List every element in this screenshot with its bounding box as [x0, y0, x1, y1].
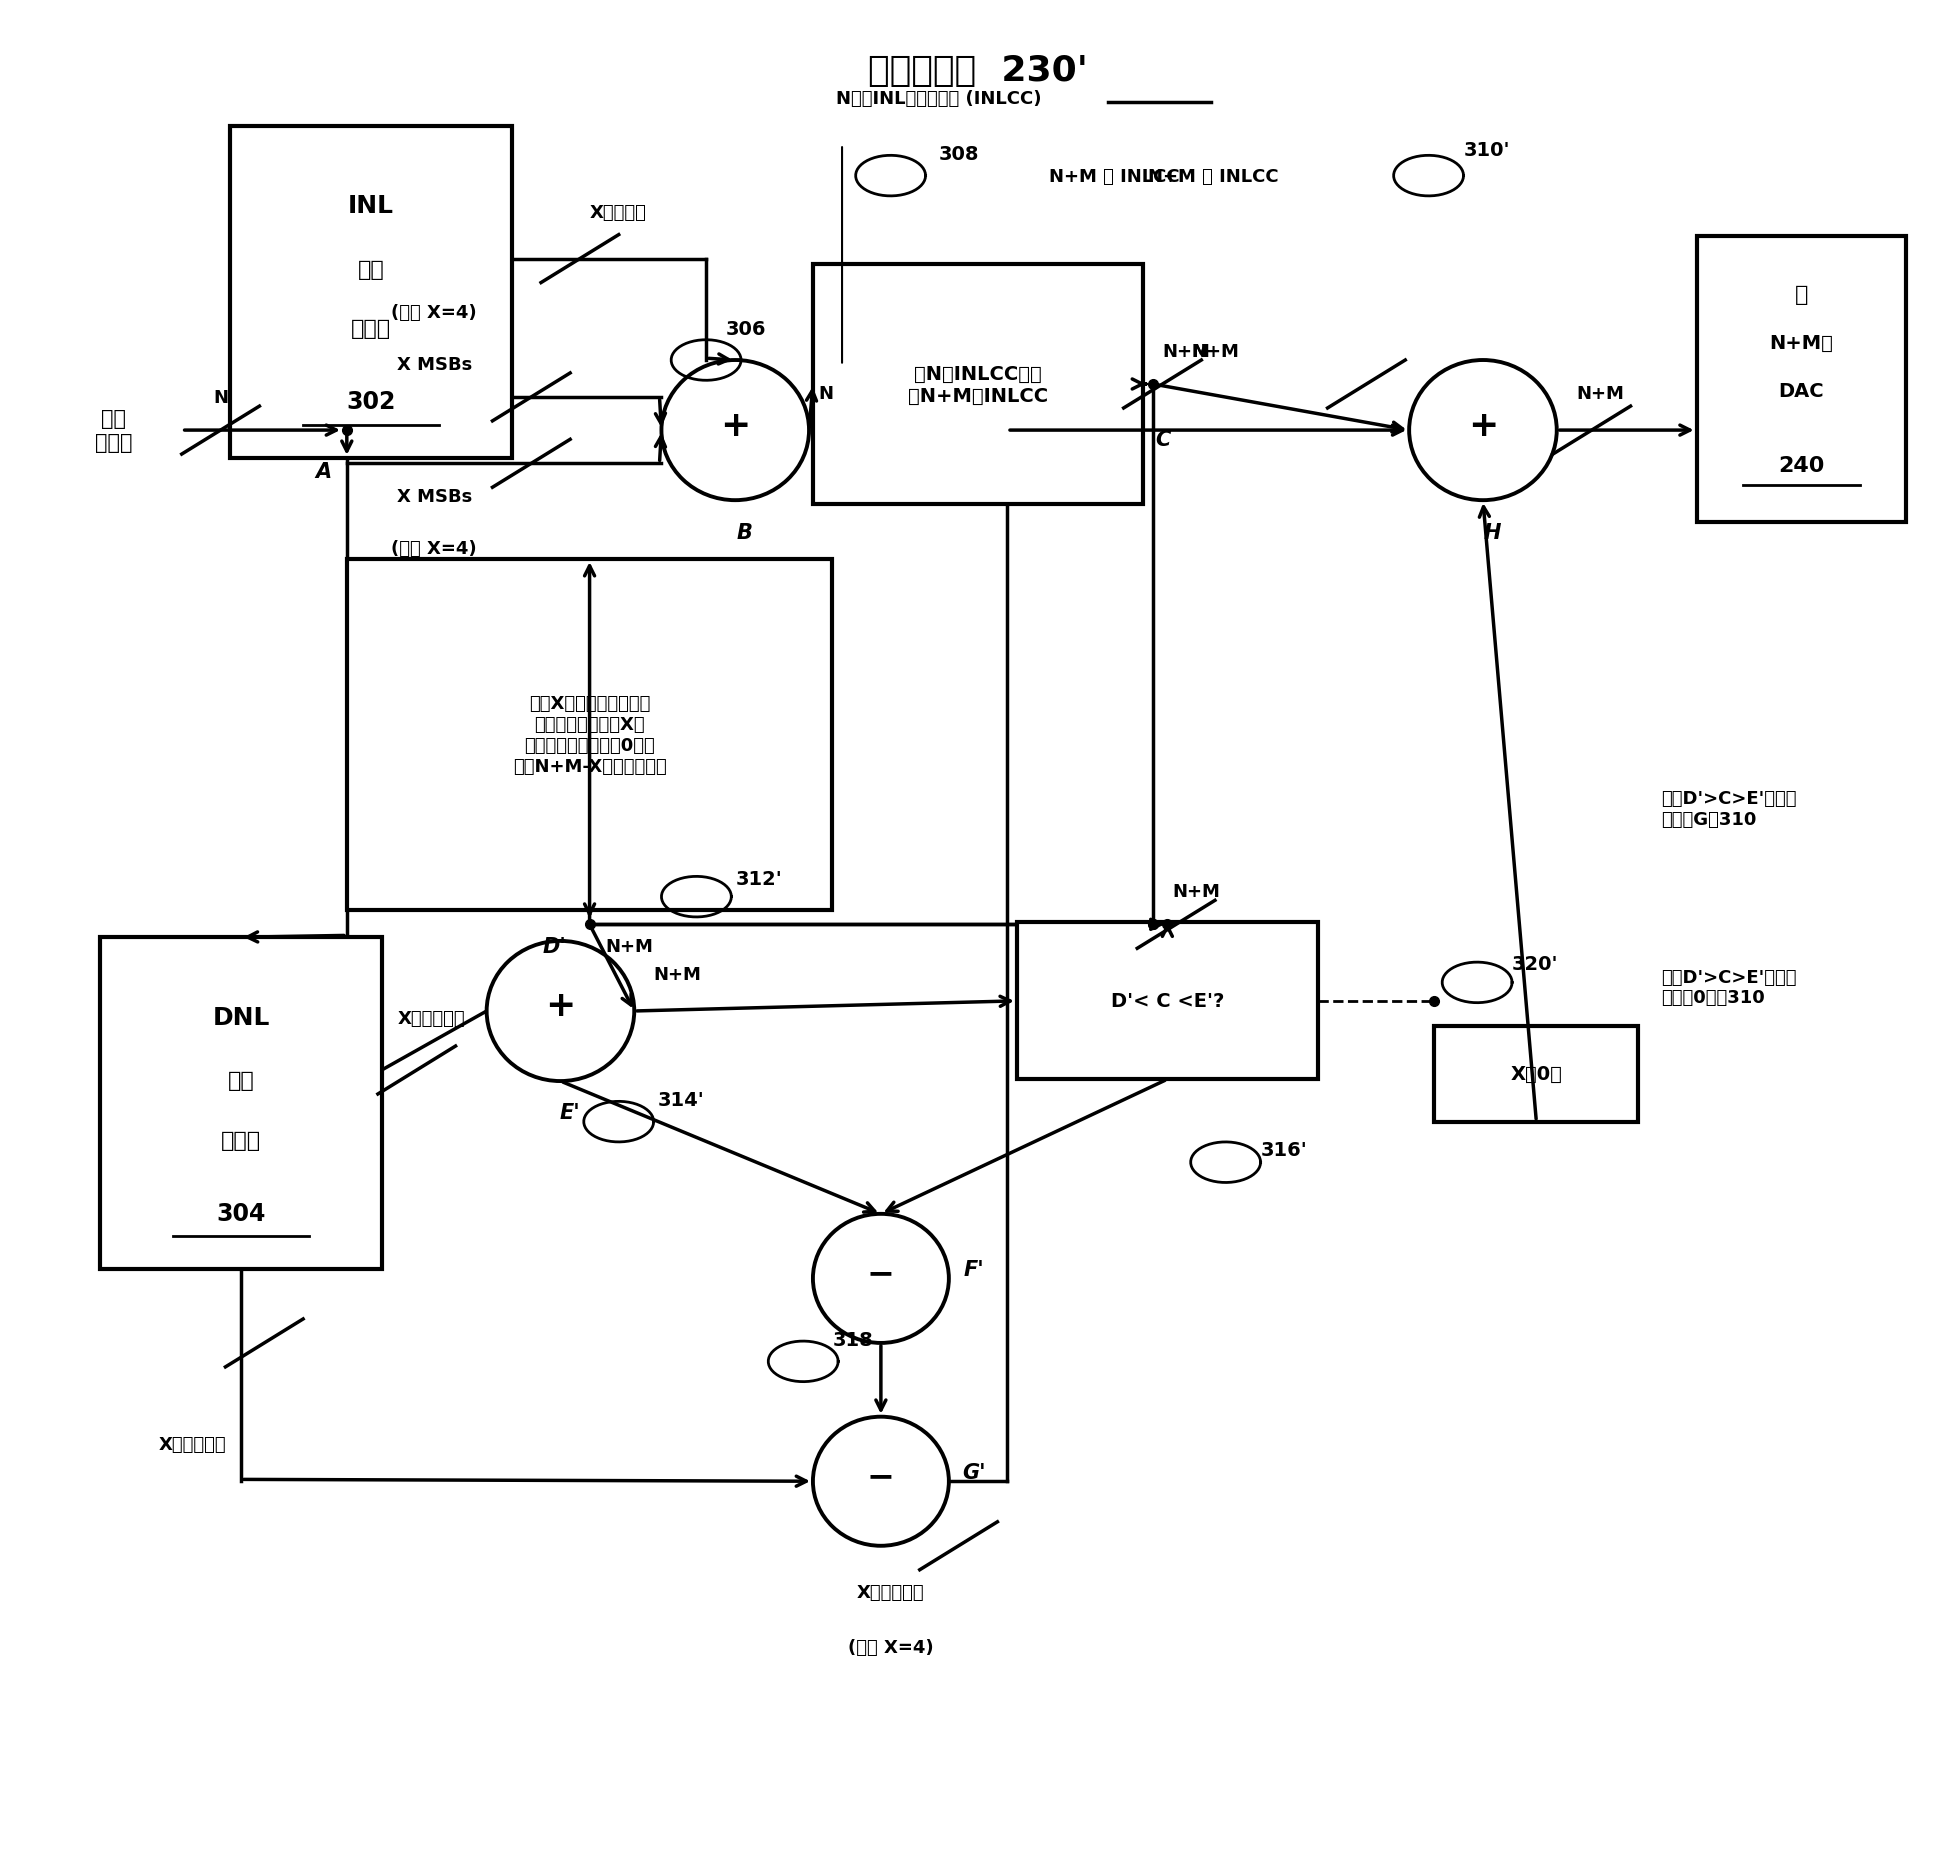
- Text: 校正: 校正: [227, 1070, 254, 1090]
- Text: X个无符号位: X个无符号位: [158, 1435, 227, 1454]
- Text: N+M: N+M: [653, 966, 702, 984]
- Text: H: H: [1484, 522, 1501, 542]
- Text: 查找表: 查找表: [221, 1131, 260, 1149]
- Text: N+M位: N+M位: [1769, 334, 1832, 353]
- Text: N: N: [213, 388, 229, 407]
- Bar: [813, 266, 1142, 505]
- Text: N+M: N+M: [604, 938, 653, 956]
- Text: 查找表: 查找表: [350, 319, 391, 340]
- Text: 316': 316': [1259, 1140, 1306, 1159]
- Text: DAC: DAC: [1777, 383, 1824, 401]
- Text: 308: 308: [938, 145, 979, 163]
- Bar: [1017, 923, 1318, 1079]
- Text: 如果D'>C>E'为假，
则提供0位至310: 如果D'>C>E'为假， 则提供0位至310: [1662, 967, 1797, 1006]
- Text: X个无符号位: X个无符号位: [397, 1010, 465, 1027]
- Text: X个符号位: X个符号位: [588, 204, 645, 223]
- Text: 310': 310': [1462, 141, 1509, 160]
- Text: (例如 X=4): (例如 X=4): [847, 1638, 933, 1656]
- Text: E': E': [559, 1103, 581, 1123]
- Text: (例如 X=4): (例如 X=4): [391, 540, 477, 557]
- Bar: [1433, 1027, 1638, 1122]
- Text: 如果D'>C>E'为真，
则提供G至310: 如果D'>C>E'为真， 则提供G至310: [1662, 789, 1797, 828]
- Text: 至: 至: [1795, 284, 1806, 305]
- Text: 314': 314': [657, 1090, 704, 1109]
- Text: N+M: N+M: [1161, 342, 1210, 360]
- Text: (例如 X=4): (例如 X=4): [391, 305, 477, 321]
- Text: −: −: [866, 1257, 895, 1289]
- Text: N+M 位 INLCC: N+M 位 INLCC: [1048, 167, 1179, 186]
- Text: F': F': [964, 1259, 983, 1279]
- Text: +: +: [1466, 409, 1498, 442]
- Text: X个无符号位: X个无符号位: [856, 1582, 925, 1601]
- Text: N+M 位 INLCC: N+M 位 INLCC: [1148, 167, 1279, 186]
- Text: +: +: [545, 990, 575, 1023]
- Text: N位经INL校正的代码 (INLCC): N位经INL校正的代码 (INLCC): [837, 91, 1042, 108]
- Text: N+M: N+M: [1191, 342, 1239, 360]
- Circle shape: [487, 941, 633, 1081]
- Text: D': D': [542, 938, 567, 956]
- Circle shape: [813, 1417, 948, 1545]
- Text: C: C: [1153, 431, 1169, 449]
- Text: X MSBs: X MSBs: [397, 355, 471, 373]
- Text: 306: 306: [725, 319, 766, 340]
- Text: X个0位: X个0位: [1509, 1064, 1562, 1084]
- Text: 将N位INLCC转换
成N+M位INLCC: 将N位INLCC转换 成N+M位INLCC: [907, 364, 1048, 405]
- Text: B: B: [737, 522, 753, 542]
- Text: 320': 320': [1511, 954, 1558, 973]
- Text: 304: 304: [217, 1201, 266, 1226]
- Bar: [346, 559, 833, 910]
- Text: N+M: N+M: [1171, 882, 1220, 901]
- Text: 代码校正器  230': 代码校正器 230': [868, 54, 1087, 89]
- Bar: [1695, 238, 1906, 524]
- Text: 302: 302: [346, 390, 395, 414]
- Circle shape: [813, 1214, 948, 1343]
- Text: N+M: N+M: [1576, 384, 1623, 403]
- Text: −: −: [866, 1460, 895, 1493]
- Text: 312': 312': [735, 869, 782, 888]
- Text: INL: INL: [348, 195, 393, 219]
- Text: A: A: [315, 461, 332, 481]
- Text: D'< C <E'?: D'< C <E'?: [1110, 992, 1224, 1010]
- Text: 通过X个最高有效位中的
最低有效位来递增X个
最高有效位，并且用0代替
其余N+M-X个最低有效位: 通过X个最高有效位中的 最低有效位来递增X个 最高有效位，并且用0代替 其余N+…: [512, 695, 667, 774]
- Text: 校正: 校正: [358, 260, 385, 279]
- Bar: [100, 938, 381, 1270]
- Bar: [231, 126, 512, 459]
- Text: 240: 240: [1777, 455, 1824, 475]
- Text: 数字
输入码: 数字 输入码: [96, 409, 133, 453]
- Text: G': G': [962, 1461, 985, 1482]
- Text: N: N: [819, 384, 833, 403]
- Circle shape: [1408, 360, 1556, 501]
- Text: 318: 318: [833, 1330, 872, 1348]
- Text: +: +: [719, 409, 751, 442]
- Text: X MSBs: X MSBs: [397, 488, 471, 507]
- Circle shape: [661, 360, 809, 501]
- Text: DNL: DNL: [213, 1005, 270, 1029]
